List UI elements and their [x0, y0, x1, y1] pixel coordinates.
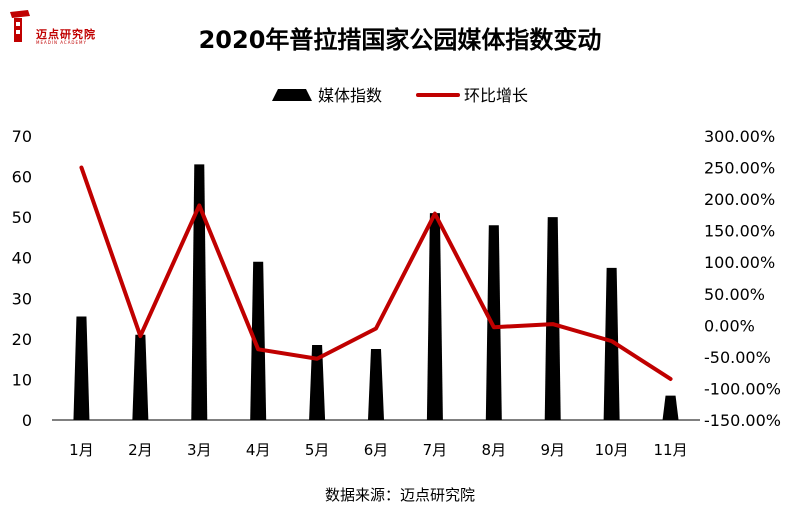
y-left-tick-label: 10 — [12, 370, 32, 389]
bar — [544, 217, 561, 420]
bar — [368, 349, 384, 420]
y-left-tick-label: 20 — [12, 330, 32, 349]
y-right-tick-label: 250.00% — [704, 159, 775, 178]
y-left-tick-label: 0 — [22, 411, 32, 430]
source-note: 数据来源：迈点研究院 — [324, 486, 475, 504]
chart-title: 2020年普拉措国家公园媒体指数变动 — [198, 26, 602, 54]
legend-bar-swatch — [272, 89, 312, 101]
bar — [662, 395, 679, 420]
y-right-tick-label: 300.00% — [704, 127, 775, 146]
x-tick-label: 1月 — [69, 441, 94, 459]
bar — [426, 213, 443, 420]
y-right-tick-label: -50.00% — [704, 348, 771, 367]
lighthouse-icon — [10, 10, 30, 42]
logo: 迈点研究院 MEADIN ACADEMY — [6, 6, 98, 46]
y-right-tick-label: 0.00% — [704, 316, 755, 335]
x-tick-label: 6月 — [364, 441, 389, 459]
bar — [485, 225, 502, 420]
logo-subtext: MEADIN ACADEMY — [36, 40, 87, 45]
logo-text: 迈点研究院 — [36, 28, 96, 41]
y-left-tick-label: 70 — [12, 127, 32, 146]
x-tick-label: 4月 — [246, 441, 271, 459]
legend-label: 媒体指数 — [318, 86, 382, 105]
y-left-tick-label: 40 — [12, 249, 32, 268]
growth-line — [79, 165, 673, 381]
bar — [73, 316, 90, 420]
y-right-tick-label: 150.00% — [704, 222, 775, 241]
bar — [309, 344, 326, 420]
x-tick-label: 9月 — [540, 441, 565, 459]
y-right-tick-label: 50.00% — [704, 285, 765, 304]
bar — [132, 334, 149, 420]
x-tick-label: 5月 — [305, 441, 330, 459]
y-left-tick-label: 30 — [12, 289, 32, 308]
x-tick-label: 3月 — [187, 441, 212, 459]
bar — [191, 164, 208, 420]
y-right-tick-label: -100.00% — [704, 379, 781, 398]
y-right-tick-label: -150.00% — [704, 411, 781, 430]
x-tick-label: 11月 — [653, 441, 687, 459]
x-tick-label: 8月 — [482, 441, 507, 459]
y-right-tick-label: 100.00% — [704, 253, 775, 272]
y-left-tick-label: 60 — [12, 168, 32, 187]
y-right-tick-label: 200.00% — [704, 190, 775, 209]
bar — [250, 261, 267, 420]
x-tick-label: 7月 — [423, 441, 448, 459]
x-tick-label: 2月 — [128, 441, 153, 459]
x-tick-label: 10月 — [595, 441, 629, 459]
bar — [603, 267, 620, 420]
legend-label: 环比增长 — [464, 86, 528, 105]
y-left-tick-label: 50 — [12, 208, 32, 227]
